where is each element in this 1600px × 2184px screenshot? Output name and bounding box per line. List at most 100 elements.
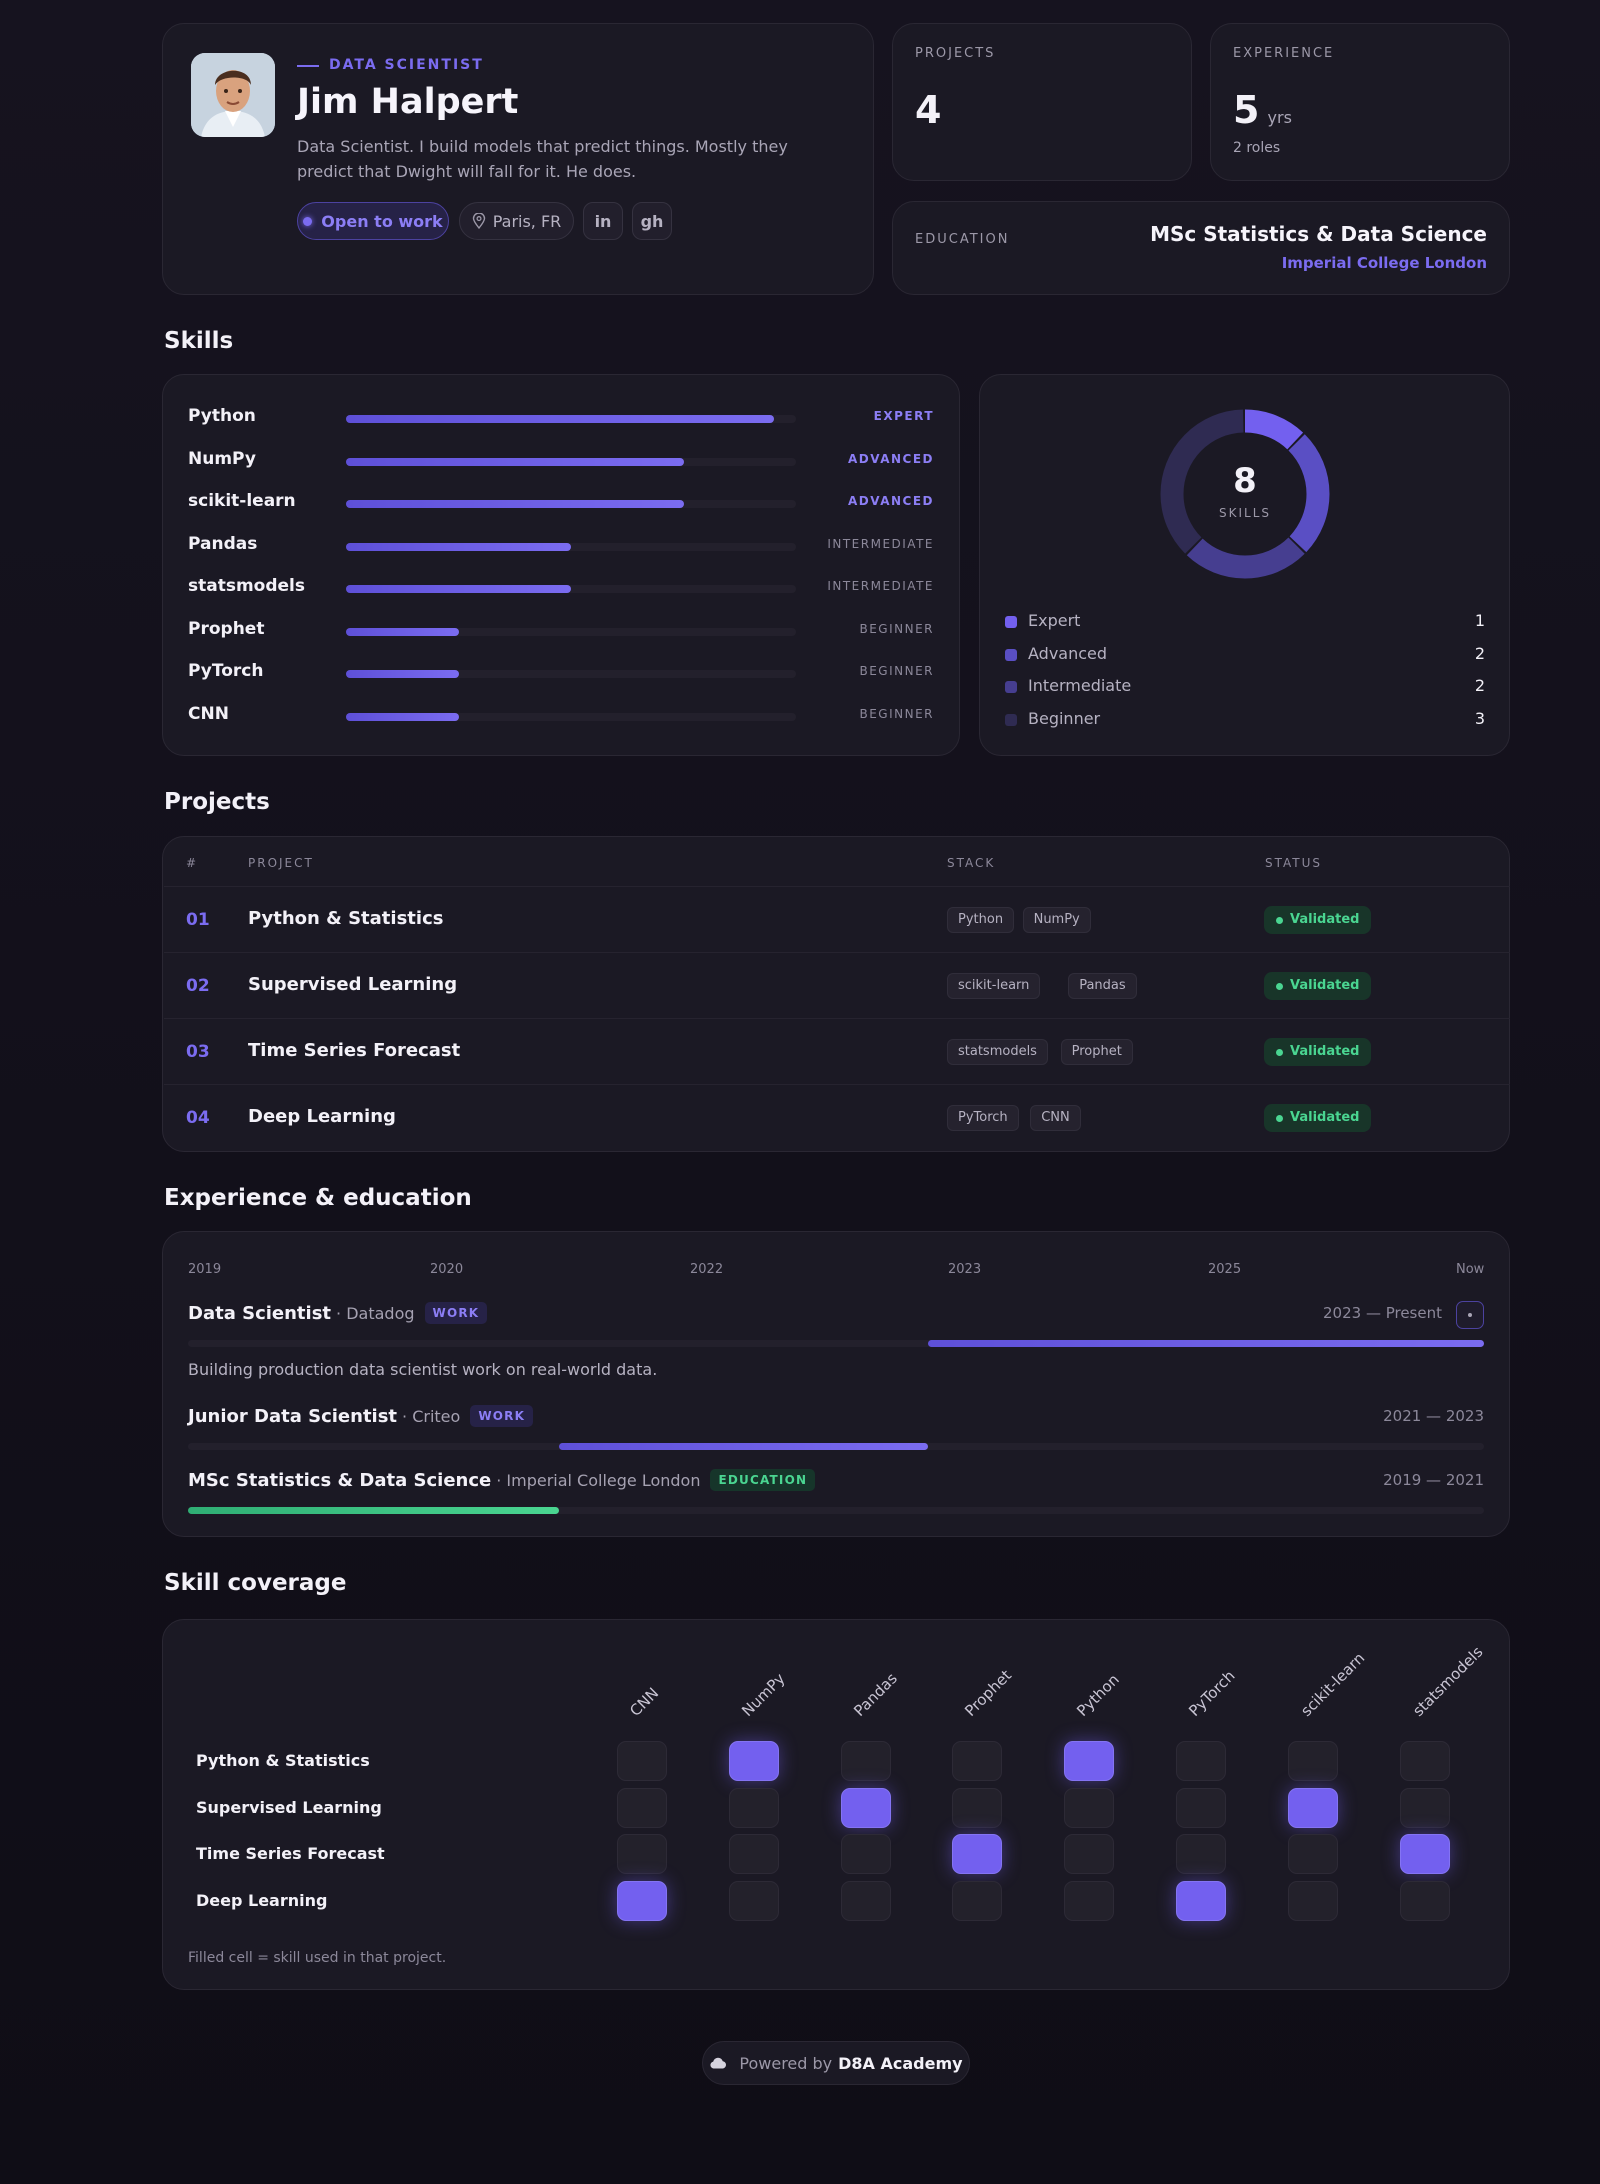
matrix-cell[interactable]: [952, 1787, 1003, 1828]
matrix-cell[interactable]: [1176, 1787, 1226, 1828]
matrix-cell[interactable]: [1399, 1787, 1450, 1828]
matrix-cell[interactable]: [1399, 1741, 1450, 1781]
skill-name: PyTorch: [188, 661, 264, 681]
entry-org: · Criteo: [402, 1407, 461, 1426]
matrix-cell[interactable]: [952, 1741, 1003, 1781]
projects-stat-value: 4: [915, 88, 942, 132]
matrix-cell[interactable]: [617, 1787, 667, 1828]
year-label: 2025: [1208, 1262, 1242, 1277]
footer-prefix: Powered by: [739, 2053, 833, 2073]
coverage-note: Filled cell = skill used in that project…: [188, 1950, 447, 1966]
matrix-cell[interactable]: [1064, 1834, 1115, 1875]
entry-type-badge: WORK: [470, 1405, 534, 1427]
matrix-cell[interactable]: [617, 1741, 667, 1781]
location-pin-icon: [472, 213, 486, 229]
timeline-entry[interactable]: Data Scientist · Datadog WORK 2023 — Presen…: [188, 1302, 1484, 1379]
entry-title: Junior Data Scientist · Criteo WORK: [188, 1405, 534, 1427]
matrix-cell[interactable]: [840, 1741, 891, 1781]
skill-track: [346, 542, 796, 551]
entry-title-text: MSc Statistics & Data Science: [188, 1470, 492, 1491]
location-label: Paris, FR: [492, 211, 562, 231]
timeline-entry[interactable]: MSc Statistics & Data Science · Imperial …: [188, 1469, 1484, 1529]
entry-title: MSc Statistics & Data Science · Imperial …: [188, 1469, 816, 1491]
stack-tag: Python: [947, 907, 1015, 933]
project-row[interactable]: 01 Python & Statistics Python NumPy Validate…: [164, 886, 1510, 952]
matrix-cell[interactable]: [1176, 1741, 1226, 1781]
legend-item: Beginner 3: [1005, 707, 1485, 733]
experience-stat-value: 5: [1233, 88, 1260, 132]
matrix-cell[interactable]: [728, 1834, 779, 1875]
timeline-entry[interactable]: Junior Data Scientist · Criteo WORK 2021 — …: [188, 1405, 1484, 1465]
skill-level: INTERMEDIATE: [827, 579, 934, 593]
project-number: 02: [186, 976, 210, 996]
matrix-cell[interactable]: [1064, 1741, 1115, 1781]
skill-level-bar: [346, 415, 774, 423]
entry-org: · Datadog: [336, 1304, 415, 1323]
entry-type-badge: EDUCATION: [710, 1469, 816, 1491]
legend-label: Beginner: [1028, 708, 1101, 728]
donut-segment-beginner: [1160, 409, 1330, 579]
legend-item: Intermediate 2: [1005, 674, 1485, 700]
matrix-cell[interactable]: [1176, 1834, 1226, 1875]
entry-title: Data Scientist · Datadog WORK: [188, 1302, 488, 1324]
footer-badge[interactable]: Powered by D8A Academy: [702, 2041, 970, 2085]
matrix-cell[interactable]: [1287, 1834, 1338, 1875]
stack-tag: scikit-learn: [947, 973, 1041, 999]
matrix-cell[interactable]: [952, 1881, 1003, 1922]
matrix-cell[interactable]: [1064, 1787, 1115, 1828]
matrix-cell[interactable]: [728, 1881, 779, 1922]
project-row[interactable]: 04 Deep Learning PyTorch CNN Validated: [164, 1084, 1510, 1150]
status-badge: Validated: [1264, 1038, 1372, 1066]
role-label: DATA SCIENTIST: [329, 57, 484, 73]
matrix-cell[interactable]: [1287, 1787, 1338, 1828]
timeline-heading: Experience & education: [164, 1185, 472, 1211]
entry-span-fill: [558, 1443, 928, 1450]
github-button[interactable]: gh: [632, 202, 672, 240]
stack-tag: CNN: [1030, 1105, 1081, 1131]
matrix-cell[interactable]: [1287, 1741, 1338, 1781]
experience-stat-unit: yrs: [1267, 108, 1292, 127]
stack-tag: statsmodels: [947, 1039, 1048, 1065]
stack-tag: PyTorch: [947, 1105, 1019, 1131]
entry-dates: 2019 — 2021: [1383, 1471, 1484, 1489]
linkedin-button[interactable]: in: [583, 202, 623, 240]
matrix-cell[interactable]: [840, 1787, 891, 1828]
matrix-cell[interactable]: [617, 1881, 667, 1922]
skill-track: [346, 670, 796, 678]
open-to-work-badge[interactable]: Open to work: [297, 202, 449, 240]
skill-level: BEGINNER: [859, 706, 934, 721]
skill-row: Prophet BEGINNER: [188, 615, 934, 645]
donut-total: 8: [1233, 461, 1257, 501]
entry-span-bar: [188, 1507, 1484, 1514]
legend-count: 2: [1474, 676, 1485, 695]
donut-segment-advanced: [1160, 409, 1330, 579]
entry-span-fill: [188, 1507, 559, 1514]
matrix-cell[interactable]: [1287, 1881, 1338, 1922]
skill-track: [346, 500, 796, 508]
year-label: 2020: [430, 1262, 464, 1277]
matrix-cell[interactable]: [840, 1834, 891, 1875]
stack-tag: Prophet: [1060, 1039, 1133, 1065]
project-name: Python & Statistics: [248, 908, 444, 929]
project-row[interactable]: 02 Supervised Learning scikit-learn Pandas V…: [164, 952, 1510, 1018]
matrix-cell[interactable]: [728, 1787, 779, 1828]
matrix-cell[interactable]: [1176, 1881, 1226, 1922]
role-line: [297, 65, 319, 67]
dot-icon: [1468, 1313, 1472, 1317]
skill-name: Pandas: [188, 533, 258, 554]
project-row[interactable]: 03 Time Series Forecast statsmodels Prophet…: [164, 1018, 1510, 1084]
donut-segment-expert: [1160, 409, 1330, 579]
matrix-row-header: Supervised Learning: [196, 1797, 382, 1817]
matrix-cell[interactable]: [617, 1834, 667, 1875]
matrix-cell[interactable]: [728, 1741, 779, 1781]
matrix-cell[interactable]: [1064, 1881, 1115, 1922]
matrix-cell[interactable]: [840, 1881, 891, 1922]
timeline-expand-button[interactable]: [1456, 1301, 1484, 1329]
skill-name: Python: [188, 406, 256, 426]
skill-level-bar: [346, 457, 684, 466]
matrix-cell[interactable]: [952, 1834, 1003, 1875]
skill-level-bar: [346, 585, 571, 593]
skill-row: CNN BEGINNER: [188, 700, 934, 730]
matrix-cell[interactable]: [1399, 1881, 1450, 1922]
matrix-cell[interactable]: [1399, 1834, 1450, 1875]
